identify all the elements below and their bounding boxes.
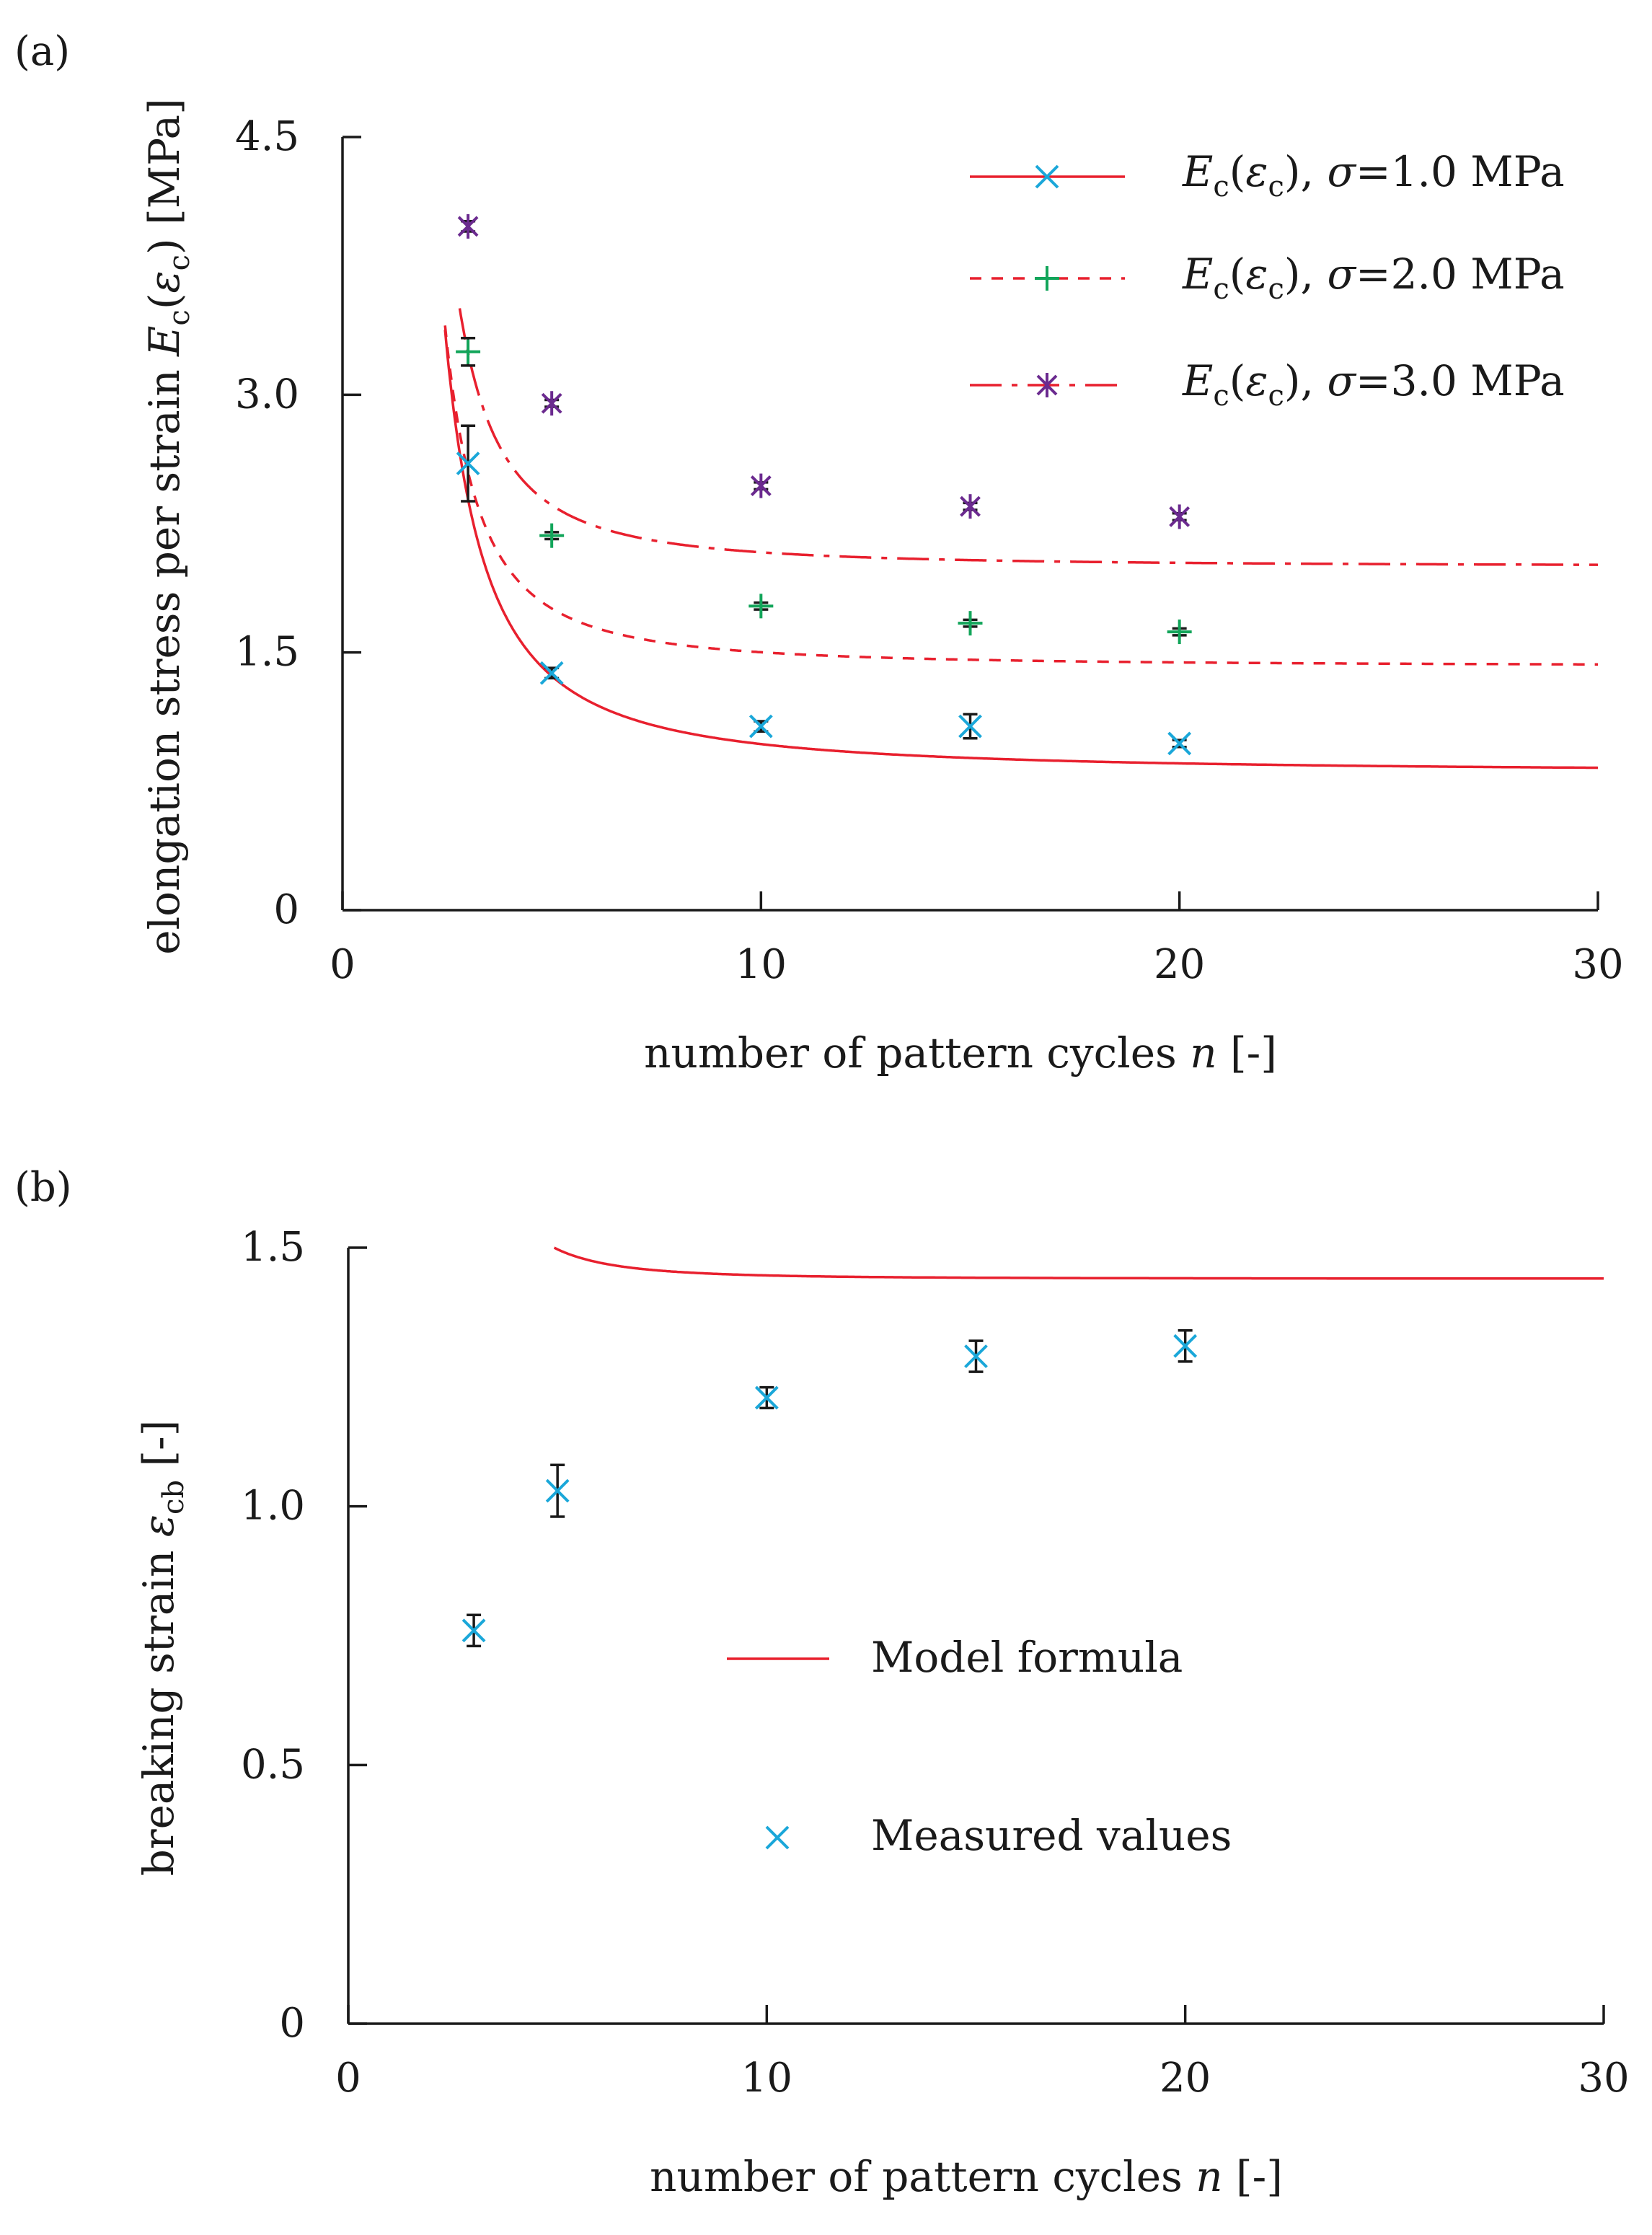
panel-b-marker-s1-1 bbox=[545, 1478, 570, 1503]
legend-entry-sigma-2: Ec(εc), σ=2.0 MPa bbox=[970, 250, 1565, 306]
panel-a-markers bbox=[456, 213, 1192, 756]
panel-a-marker-s0-2 bbox=[748, 714, 773, 739]
legend-sample-sigma-1 bbox=[970, 164, 1125, 189]
panel-a-axes: 0 10 20 30 0 1.5 3.0 4.5 bbox=[235, 113, 1624, 988]
panel-a-y-tick-label-1-5: 1.5 bbox=[235, 629, 299, 676]
panel-a-marker-s1-1 bbox=[539, 523, 565, 548]
panel-b-label: (b) bbox=[14, 1164, 72, 1211]
panel-a-marker-s1-4 bbox=[1167, 620, 1192, 645]
panel-a-marker-s0-1 bbox=[539, 661, 564, 685]
panel-b-y-axis-title: breaking strain εcb [-] bbox=[134, 1420, 190, 1877]
legend-label-sigma-2: Ec(εc), σ=2.0 MPa bbox=[1182, 250, 1565, 306]
legend-entry-sigma-3: Ec(εc), σ=3.0 MPa bbox=[970, 356, 1565, 413]
panel-a-marker-s0-0 bbox=[456, 451, 480, 476]
panel-a-marker-s0-1-stroke-2 bbox=[539, 661, 564, 685]
panel-a-marker-s1-0 bbox=[456, 339, 481, 364]
panel-a-marker-s2-0 bbox=[457, 213, 479, 239]
panel-b-legend: Model formula Measured values bbox=[727, 1633, 1232, 1860]
panel-a-chart: (a) 0 10 20 30 0 1.5 3.0 4.5 elongation stress … bbox=[14, 28, 1624, 1077]
panel-b-chart: (b) 0 10 20 30 0 0.5 1.0 1.5 breaking strain εc… bbox=[14, 1164, 1630, 2201]
panel-b-curves bbox=[553, 1246, 1604, 1280]
panel-b-y-tick-label-0: 0 bbox=[279, 2000, 305, 2047]
panel-a-x-tick-label-20: 20 bbox=[1154, 941, 1205, 988]
panel-b-x-axis-title: number of pattern cycles n [-] bbox=[650, 2152, 1283, 2201]
panel-a-marker-s2-3 bbox=[960, 494, 981, 519]
panel-a-marker-s2-1 bbox=[541, 391, 562, 416]
legend-sample-measured-values bbox=[765, 1825, 790, 1850]
legend-marker-measured-values bbox=[765, 1825, 790, 1850]
panel-a-marker-s2-4 bbox=[1169, 504, 1191, 529]
legend-marker-measured-values-stroke-2 bbox=[765, 1825, 790, 1850]
legend-marker-sigma-1-stroke-2 bbox=[1035, 164, 1059, 189]
panel-b-x-tick-label-0: 0 bbox=[335, 2055, 361, 2102]
legend-sample-sigma-2 bbox=[970, 266, 1125, 291]
panel-a-curve-1 bbox=[443, 325, 1598, 666]
panel-b-marker-s1-2 bbox=[754, 1385, 779, 1410]
panel-a-x-axis-title: number of pattern cycles n [-] bbox=[644, 1028, 1277, 1077]
legend-marker-sigma-1 bbox=[1035, 164, 1059, 189]
panel-a-y-tick-label-0: 0 bbox=[273, 886, 299, 933]
panel-b-errorbars bbox=[467, 1329, 1193, 1648]
panel-b-curve-0 bbox=[553, 1246, 1604, 1280]
panel-a-curve-2 bbox=[458, 308, 1599, 566]
panel-b-marker-s1-0 bbox=[461, 1618, 486, 1643]
panel-a-marker-s2-2 bbox=[750, 473, 772, 498]
panel-a-marker-s0-4-stroke-2 bbox=[1167, 731, 1192, 756]
panel-b-marker-s1-3 bbox=[964, 1344, 988, 1369]
panel-a-errorbars bbox=[461, 219, 1187, 749]
panel-b-x-tick-label-20: 20 bbox=[1160, 2055, 1211, 2102]
legend-entry-sigma-1: Ec(εc), σ=1.0 MPa bbox=[970, 147, 1565, 203]
panel-a-marker-s0-3 bbox=[958, 714, 982, 739]
panel-a-y-tick-label-3: 3.0 bbox=[235, 371, 299, 418]
legend-sample-sigma-3 bbox=[970, 373, 1125, 397]
panel-b-marker-s1-3-stroke-2 bbox=[964, 1344, 988, 1369]
panel-b-axes: 0 10 20 30 0 0.5 1.0 1.5 bbox=[241, 1224, 1630, 2102]
panel-b-marker-s1-2-stroke-2 bbox=[754, 1385, 779, 1410]
panel-a-legend: Ec(εc), σ=1.0 MPa Ec(εc), σ=2.0 MPa Ec(ε… bbox=[970, 147, 1565, 413]
legend-marker-sigma-2 bbox=[1035, 266, 1059, 291]
panel-b-marker-s1-0-stroke-2 bbox=[461, 1618, 486, 1643]
panel-a-marker-s0-4 bbox=[1167, 731, 1192, 756]
panel-a-x-tick-label-30: 30 bbox=[1572, 941, 1623, 988]
panel-a-y-axis-title: elongation stress per strain Ec(εc) [MPa… bbox=[140, 98, 196, 954]
panel-a-x-tick-label-0: 0 bbox=[330, 941, 355, 988]
panel-a-marker-s0-2-stroke-2 bbox=[748, 714, 773, 739]
legend-label-sigma-1: Ec(εc), σ=1.0 MPa bbox=[1182, 147, 1565, 203]
legend-label-sigma-3: Ec(εc), σ=3.0 MPa bbox=[1182, 356, 1565, 413]
panel-a-y-tick-label-4-5: 4.5 bbox=[235, 113, 299, 160]
legend-entry-measured-values: Measured values bbox=[765, 1811, 1232, 1860]
panel-a-marker-s1-3 bbox=[958, 611, 983, 636]
legend-marker-sigma-3 bbox=[1036, 373, 1058, 397]
panel-b-markers bbox=[461, 1333, 1198, 1643]
panel-b-x-tick-label-10: 10 bbox=[741, 2055, 792, 2102]
panel-b-marker-s1-4-stroke-2 bbox=[1173, 1333, 1198, 1358]
panel-a-curve-0 bbox=[443, 330, 1599, 770]
panel-b-marker-s1-4 bbox=[1173, 1333, 1198, 1358]
panel-a-curves bbox=[443, 308, 1599, 770]
panel-b-y-tick-label-1-5: 1.5 bbox=[241, 1224, 305, 1271]
panel-a-label: (a) bbox=[14, 28, 70, 75]
panel-b-y-tick-label-0-5: 0.5 bbox=[241, 1741, 305, 1788]
legend-label-measured-values: Measured values bbox=[871, 1811, 1232, 1860]
legend-label-model-formula: Model formula bbox=[871, 1633, 1183, 1682]
panel-a-marker-s0-0-stroke-2 bbox=[456, 451, 480, 476]
panel-b-marker-s1-1-stroke-2 bbox=[545, 1478, 570, 1503]
panel-a-marker-s0-3-stroke-2 bbox=[958, 714, 982, 739]
panel-b-x-tick-label-30: 30 bbox=[1578, 2055, 1629, 2102]
panel-a-marker-s1-2 bbox=[748, 594, 774, 619]
panel-a-x-tick-label-10: 10 bbox=[736, 941, 787, 988]
legend-entry-model-formula: Model formula bbox=[727, 1633, 1183, 1682]
panel-b-y-tick-label-1: 1.0 bbox=[241, 1483, 305, 1530]
